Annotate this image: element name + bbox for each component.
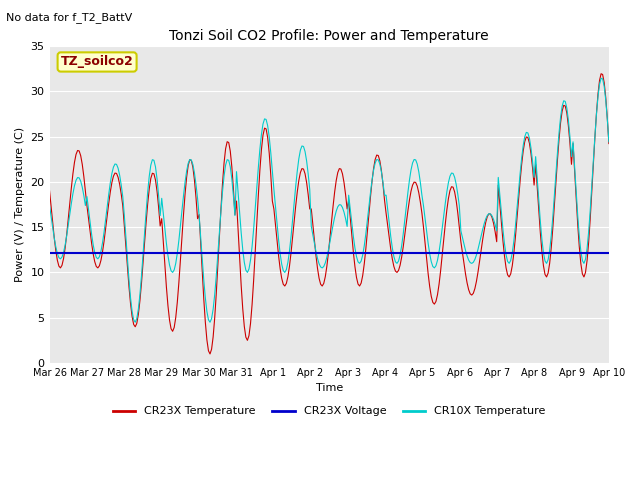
X-axis label: Time: Time — [316, 384, 343, 394]
Text: TZ_soilco2: TZ_soilco2 — [61, 56, 134, 69]
Legend: CR23X Temperature, CR23X Voltage, CR10X Temperature: CR23X Temperature, CR23X Voltage, CR10X … — [109, 402, 550, 421]
Y-axis label: Power (V) / Temperature (C): Power (V) / Temperature (C) — [15, 127, 25, 282]
Title: Tonzi Soil CO2 Profile: Power and Temperature: Tonzi Soil CO2 Profile: Power and Temper… — [170, 29, 489, 43]
Text: No data for f_T2_BattV: No data for f_T2_BattV — [6, 12, 132, 23]
